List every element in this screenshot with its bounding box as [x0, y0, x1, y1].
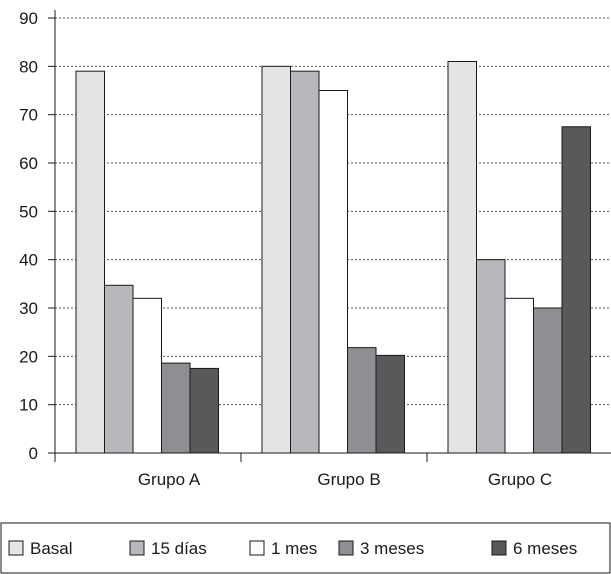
- legend-label: 3 meses: [360, 539, 424, 558]
- bar-grupo-a-series-3: [161, 362, 191, 454]
- legend-box: [0, 522, 611, 574]
- y-tick-label: 30: [19, 299, 38, 318]
- axes: [54, 10, 611, 454]
- bar-grupo-a-series-1: [104, 284, 134, 454]
- y-tick-label: 80: [19, 57, 38, 76]
- legend-swatch: [491, 540, 507, 556]
- legend-swatch: [249, 540, 265, 556]
- legend-swatch: [338, 540, 354, 556]
- y-tick-label: 90: [19, 9, 38, 28]
- bar-grupo-a-series-0: [75, 70, 105, 454]
- y-axis-ticks: 0 10 20 30 40 50 60 70 80 90: [19, 9, 55, 463]
- bar-grupo-c-series-2: [504, 297, 534, 454]
- y-tick-label: 40: [19, 251, 38, 270]
- bar-grupo-b-series-0: [261, 65, 291, 454]
- legend-label: 15 días: [151, 539, 207, 558]
- x-axis-ticks: Grupo A Grupo B Grupo C: [54, 453, 552, 489]
- bar-grupo-c-series-1: [476, 259, 506, 454]
- legend: Basal 15 días 1 mes 3 meses 6 meses: [0, 522, 611, 574]
- y-tick-label: 60: [19, 154, 38, 173]
- legend-label: Basal: [30, 539, 73, 558]
- legend-swatch: [129, 540, 145, 556]
- y-tick-label: 50: [19, 202, 38, 221]
- bar-grupo-a-series-4: [189, 367, 219, 454]
- legend-swatch: [8, 540, 24, 556]
- bar-grupo-c-series-3: [533, 307, 563, 454]
- y-tick-label: 70: [19, 106, 38, 125]
- x-category-label: Grupo C: [488, 470, 552, 489]
- bar-grupo-b-series-4: [375, 354, 405, 454]
- y-tick-label: 10: [19, 396, 38, 415]
- x-category-label: Grupo A: [138, 470, 201, 489]
- bar-grupo-a-series-2: [132, 297, 162, 454]
- bar-grupo-b-series-3: [347, 347, 377, 454]
- bar-grupo-c-series-0: [447, 61, 477, 454]
- x-category-label: Grupo B: [317, 470, 380, 489]
- y-tick-label: 0: [29, 444, 38, 463]
- bar-grupo-c-series-4: [561, 126, 591, 454]
- legend-label: 1 mes: [271, 539, 317, 558]
- bars: [75, 61, 591, 454]
- y-tick-label: 20: [19, 347, 38, 366]
- bar-grupo-b-series-2: [318, 90, 348, 454]
- bar-grupo-b-series-1: [290, 70, 320, 454]
- legend-label: 6 meses: [513, 539, 577, 558]
